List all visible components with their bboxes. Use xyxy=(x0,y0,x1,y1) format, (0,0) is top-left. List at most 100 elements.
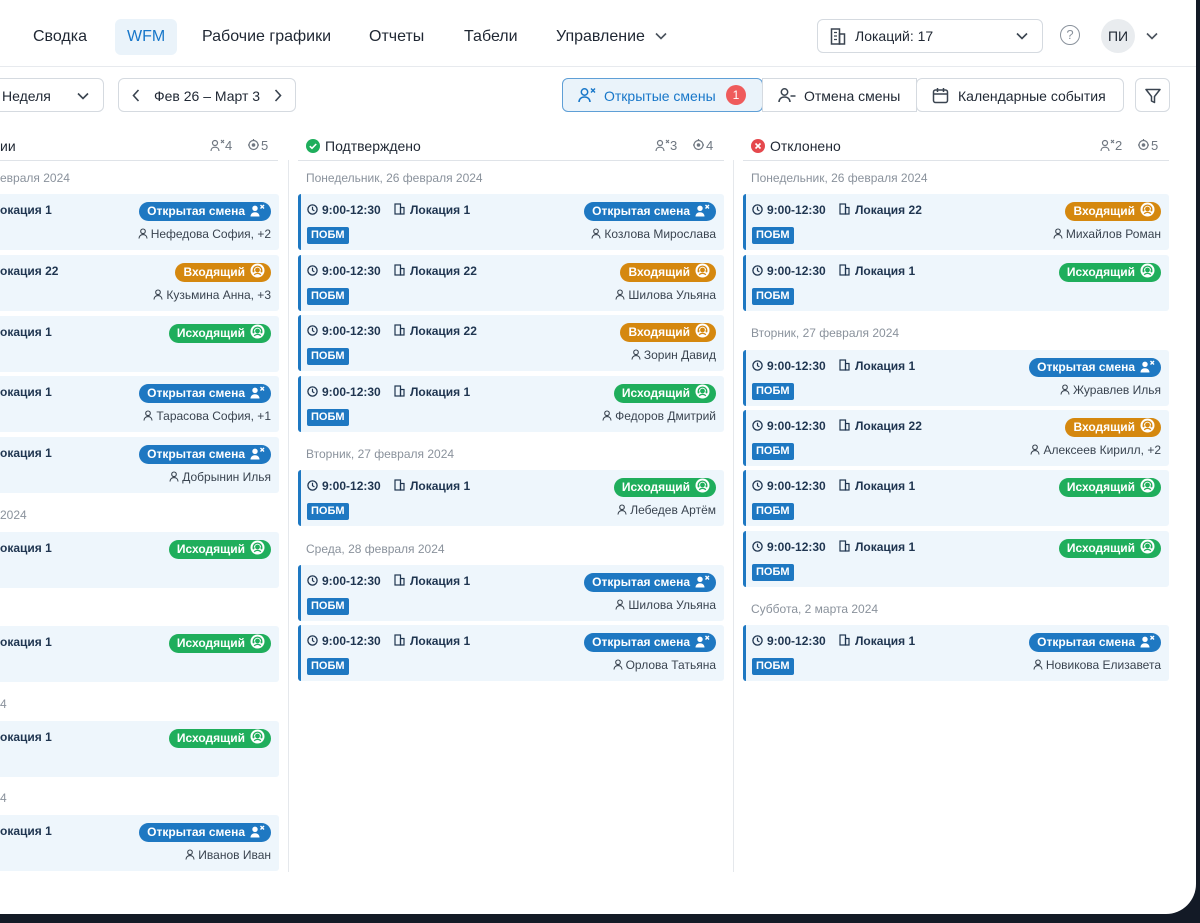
shift-time: 9:00-12:30 xyxy=(307,479,381,493)
shift-card[interactable]: 9:00-12:30 Локация 1 ПОБМ Исходящий xyxy=(743,255,1169,311)
shift-card[interactable]: 9:00-12:30 Локация 1 ПОБМ Открытая смена Коз… xyxy=(298,194,724,250)
shift-card[interactable]: 9:00-12:30 Локация 1 ПОБМ Открытая смена Шил… xyxy=(298,565,724,621)
shift-time: 9:00-12:30 xyxy=(752,359,826,373)
shift-card[interactable]: 9:00-12:30 Локация 1 ПОБМ Исходящий xyxy=(743,531,1169,587)
open-shifts-tab[interactable]: Открытые смены 1 xyxy=(562,78,763,112)
shift-card[interactable]: 9:00-12:30 Локация 1 ПОБМ Открытая смена Жур… xyxy=(743,350,1169,406)
shift-card[interactable]: окация 1 Исходящий xyxy=(0,532,279,588)
location-select[interactable]: Локаций: 17 xyxy=(817,19,1043,53)
support-agent-icon xyxy=(1140,263,1155,278)
shift-employee-name: Добрынин Илья xyxy=(182,470,271,484)
shift-card[interactable]: 9:00-12:30 Локация 1 ПОБМ Исходящий xyxy=(743,470,1169,526)
help-icon[interactable]: ? xyxy=(1060,25,1080,45)
shift-location-value: Локация 1 xyxy=(855,264,916,278)
chevron-right-icon[interactable] xyxy=(274,89,282,102)
shift-card[interactable]: окация 1 Открытая смена Добрынин Илья xyxy=(0,437,279,493)
calendar-events-tab[interactable]: Календарные события xyxy=(916,78,1124,112)
shift-location-value: окация 1 xyxy=(0,824,52,838)
shift-location-value: Локация 1 xyxy=(855,634,916,648)
support-agent-icon xyxy=(250,634,265,649)
nav-item-reports[interactable]: Отчеты xyxy=(369,28,425,45)
person-icon xyxy=(602,410,612,421)
shift-status-label: Открытая смена xyxy=(147,386,245,400)
shift-status-label: Исходящий xyxy=(1066,480,1135,494)
building-icon xyxy=(394,324,405,336)
shift-card[interactable]: 9:00-12:30 Локация 22 ПОБМ Входящий Алексеев… xyxy=(743,410,1169,466)
column-confirmed-users-count-value: 3 xyxy=(670,138,678,153)
shift-card[interactable]: окация 1 Исходящий xyxy=(0,316,279,372)
shift-time-value: 9:00-12:30 xyxy=(322,264,381,278)
shift-employee: Орлова Татьяна xyxy=(613,658,716,672)
column-0-calls-count: 5 xyxy=(246,138,268,154)
shift-card[interactable]: 9:00-12:30 Локация 1 ПОБМ Исходящий Федоров … xyxy=(298,376,724,432)
shift-location: Локация 1 xyxy=(839,264,915,278)
shift-status-label: Открытая смена xyxy=(592,635,690,649)
nav-item-schedules[interactable]: Рабочие графики xyxy=(202,28,332,45)
shift-employee-name: Иванов Иван xyxy=(198,848,271,862)
date-range-picker[interactable]: Фев 26 – Март 3 xyxy=(118,78,296,112)
support-agent-icon xyxy=(695,323,710,338)
shift-time: 9:00-12:30 xyxy=(752,419,826,433)
shift-location-value: окация 1 xyxy=(0,325,52,339)
shift-location: Локация 1 xyxy=(394,634,470,648)
shift-employee: Шилова Ульяна xyxy=(615,288,716,302)
nav-item-wfm[interactable]: WFM xyxy=(115,19,178,55)
shift-status-label: Открытая смена xyxy=(147,204,245,218)
shift-card[interactable]: 9:00-12:30 Локация 1 ПОБМ Открытая смена Нов… xyxy=(743,625,1169,681)
shift-card[interactable]: 9:00-12:30 Локация 22 ПОБМ Входящий Шилова У… xyxy=(298,255,724,311)
shift-status-label: Исходящий xyxy=(176,731,245,745)
shift-employee: Иванов Иван xyxy=(185,848,271,862)
shift-card[interactable]: окация 1 Открытая смена Тарасова София, +1 xyxy=(0,376,279,432)
clock-icon xyxy=(752,204,763,215)
shift-card[interactable]: окация 1 Открытая смена Нефедова София, +2 xyxy=(0,194,279,250)
shift-location: Локация 22 xyxy=(394,324,477,338)
shift-card[interactable]: 9:00-12:30 Локация 22 ПОБМ Входящий Михайлов… xyxy=(743,194,1169,250)
day-label: евраля 2024 xyxy=(0,171,70,185)
shift-status-label: Входящий xyxy=(628,325,690,339)
shift-card[interactable]: 9:00-12:30 Локация 1 ПОБМ Открытая смена Орл… xyxy=(298,625,724,681)
shift-employee-name: Новикова Елизавета xyxy=(1045,658,1161,672)
filter-button[interactable] xyxy=(1135,78,1170,112)
shift-location: Локация 1 xyxy=(839,540,915,554)
shift-location-value: Локация 1 xyxy=(410,385,471,399)
shift-location-value: Локация 1 xyxy=(410,203,471,217)
cancel-shift-tab[interactable]: Отмена смены xyxy=(762,78,917,112)
user-menu-chevron-icon[interactable] xyxy=(1146,32,1158,40)
shift-card[interactable]: окация 1 Открытая смена Иванов Иван xyxy=(0,815,279,871)
person-icon xyxy=(138,228,148,239)
users-x-icon xyxy=(1100,139,1115,152)
shift-status-label: Открытая смена xyxy=(1037,635,1135,649)
person-icon xyxy=(631,349,641,360)
user-x-icon xyxy=(695,635,710,648)
shift-location: окация 1 xyxy=(0,730,52,744)
nav-item-summary[interactable]: Сводка xyxy=(33,28,88,45)
shift-status-badge: Открытая смена xyxy=(1029,633,1161,652)
chevron-down-icon xyxy=(1016,32,1028,40)
shift-status-badge: Исходящий xyxy=(1058,478,1161,497)
shift-card[interactable]: окация 1 Исходящий xyxy=(0,721,279,777)
shift-card[interactable]: 9:00-12:30 Локация 1 ПОБМ Исходящий Лебедев … xyxy=(298,470,724,526)
chevron-down-icon xyxy=(655,32,667,40)
person-icon xyxy=(1060,384,1070,395)
shift-status-badge: Открытая смена xyxy=(139,823,271,842)
chevron-left-icon[interactable] xyxy=(132,89,140,102)
shift-card[interactable]: окация 1 Исходящий xyxy=(0,626,279,682)
period-select[interactable]: Неделя xyxy=(0,78,104,112)
clock-icon xyxy=(307,386,318,397)
shift-status-badge: Исходящий xyxy=(613,478,716,497)
shift-card[interactable]: 9:00-12:30 Локация 22 ПОБМ Входящий Зорин Да… xyxy=(298,315,724,371)
shift-status-label: Исходящий xyxy=(176,636,245,650)
avatar[interactable]: ПИ xyxy=(1101,19,1135,53)
shift-card[interactable]: окация 22 Входящий Кузьмина Анна, +3 xyxy=(0,255,279,311)
shift-employee: Кузьмина Анна, +3 xyxy=(153,288,271,302)
shift-time: 9:00-12:30 xyxy=(752,264,826,278)
shift-status-label: Входящий xyxy=(1073,420,1135,434)
shift-location-value: Локация 22 xyxy=(855,419,922,433)
clock-icon xyxy=(752,480,763,491)
nav-item-timesheets[interactable]: Табели xyxy=(464,28,518,45)
day-label: Среда, 28 февраля 2024 xyxy=(306,542,445,556)
shift-location: Локация 1 xyxy=(839,479,915,493)
shift-time-value: 9:00-12:30 xyxy=(767,359,826,373)
nav-item-management[interactable]: Управление xyxy=(556,19,667,55)
shift-location-value: Локация 1 xyxy=(855,359,916,373)
